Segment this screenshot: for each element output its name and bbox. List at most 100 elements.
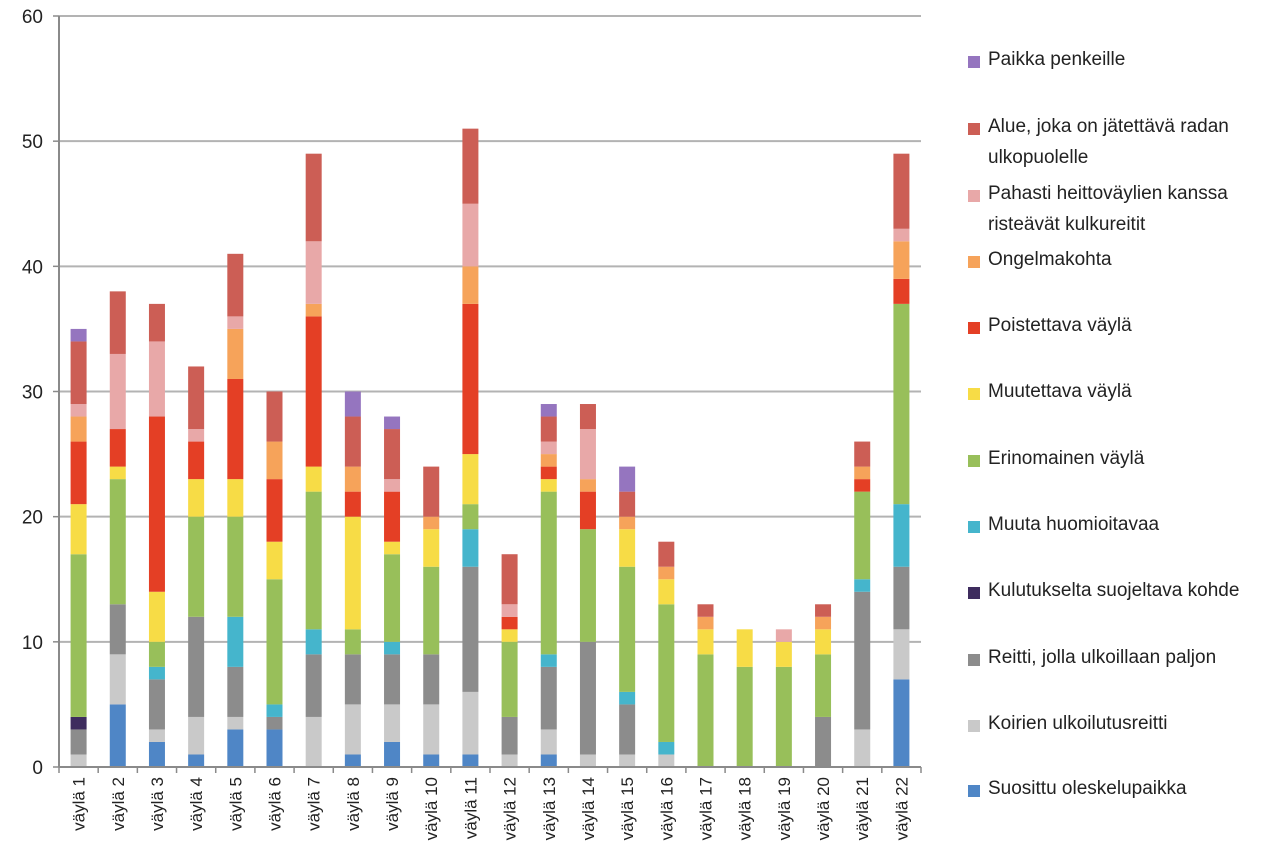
bar-segment — [501, 604, 518, 617]
bar-segment — [540, 729, 557, 755]
y-tick-label: 60 — [22, 7, 43, 28]
bar-segment — [658, 741, 675, 755]
bar-segment — [344, 416, 361, 467]
bar-segment — [109, 429, 126, 467]
bar-segment — [619, 691, 636, 705]
bar-segment — [227, 253, 244, 317]
legend-swatch — [968, 388, 980, 400]
bar-segment — [854, 591, 871, 730]
bars — [70, 128, 910, 767]
bar-segment — [148, 666, 165, 680]
bar-segment — [227, 516, 244, 617]
bar-segment — [384, 541, 401, 555]
bar-segment — [619, 704, 636, 755]
bar-segment — [109, 353, 126, 430]
x-tick-label: väylä 22 — [892, 777, 911, 840]
bar-segment — [109, 654, 126, 705]
legend-item: Erinomainen väylä — [968, 448, 1280, 474]
bar-segment — [893, 228, 910, 242]
bar-segment — [109, 704, 126, 767]
bar-segment — [697, 604, 714, 617]
bar-segment — [384, 479, 401, 492]
legend-item: Ongelmakohta — [968, 249, 1280, 275]
bar-segment — [619, 516, 636, 530]
legend-item: Kulutukselta suojeltava kohde — [968, 580, 1280, 606]
bar-segment — [266, 579, 283, 705]
bar-segment — [188, 479, 205, 517]
bar-segment — [815, 629, 832, 655]
bar-segment — [148, 416, 165, 592]
bar-segment — [462, 504, 479, 530]
legend-label: Reitti, jolla ulkoillaan paljon — [988, 647, 1217, 668]
bar-segment — [266, 704, 283, 717]
x-tick-label: väylä 8 — [344, 777, 363, 831]
legend-item: Muutettava väylä — [968, 381, 1280, 407]
bar-segment — [815, 604, 832, 617]
bar-segment — [619, 566, 636, 692]
bar-segment — [501, 716, 518, 755]
legend-swatch — [968, 123, 980, 135]
bar-segment — [188, 366, 205, 430]
bar-segment — [579, 479, 596, 492]
legend-swatch — [968, 322, 980, 334]
legend: Paikka penkeille Alue, joka on jätettävä… — [968, 0, 1280, 865]
bar-segment — [893, 241, 910, 279]
x-tick-label: väylä 13 — [540, 777, 559, 840]
legend-swatch — [968, 56, 980, 68]
bar-segment — [384, 416, 401, 430]
bar-segment — [423, 466, 440, 517]
bar-segment — [423, 654, 440, 705]
x-tick-label: väylä 20 — [814, 777, 833, 840]
bar-segment — [736, 629, 753, 667]
bar-segment — [227, 666, 244, 717]
bar-segment — [854, 491, 871, 580]
bar-segment — [423, 566, 440, 655]
bar-segment — [227, 616, 244, 667]
bar-segment — [384, 641, 401, 655]
bar-segment — [70, 554, 87, 717]
x-tick-label: väylä 6 — [266, 777, 285, 831]
legend-item: Alue, joka on jätettävä radan ulkopuolel… — [968, 116, 1280, 173]
legend-item: Koirien ulkoilutusreitti — [968, 713, 1280, 739]
legend-item: Poistettava väylä — [968, 315, 1280, 341]
x-tick-label: väylä 3 — [148, 777, 167, 831]
bar-segment — [344, 654, 361, 705]
bar-segment — [70, 404, 87, 417]
bar-segment — [70, 754, 87, 767]
bar-segment — [462, 203, 479, 267]
x-tick-label: väylä 11 — [461, 777, 480, 839]
bar-segment — [893, 679, 910, 767]
bar-segment — [266, 441, 283, 480]
bar-segment — [854, 441, 871, 467]
x-tick-label: väylä 12 — [501, 777, 520, 840]
bar-segment — [148, 641, 165, 667]
bar-segment — [462, 128, 479, 204]
bar-segment — [344, 466, 361, 492]
bar-segment — [227, 716, 244, 730]
y-tick-label: 10 — [22, 633, 43, 654]
x-tick-label: väylä 18 — [736, 777, 755, 840]
bar-segment — [305, 716, 322, 767]
bar-segment — [775, 641, 792, 667]
bar-segment — [70, 341, 87, 405]
x-tick-label: väylä 17 — [697, 777, 716, 840]
legend-label: Pahasti heittoväylien kanssa risteävät k… — [988, 183, 1228, 235]
bar-segment — [775, 666, 792, 767]
bar-segment — [305, 316, 322, 467]
bar-segment — [266, 729, 283, 767]
legend-swatch — [968, 190, 980, 202]
bar-segment — [462, 454, 479, 505]
legend-swatch — [968, 587, 980, 599]
bar-segment — [109, 604, 126, 655]
y-tick-label: 0 — [32, 758, 43, 779]
bar-segment — [344, 391, 361, 417]
bar-segment — [305, 629, 322, 655]
bar-segment — [658, 566, 675, 580]
legend-label: Koirien ulkoilutusreitti — [988, 713, 1168, 734]
bar-segment — [266, 716, 283, 730]
bar-segment — [619, 491, 636, 517]
bar-segment — [619, 754, 636, 767]
y-tick-label: 30 — [22, 383, 43, 404]
bar-segment — [854, 579, 871, 592]
